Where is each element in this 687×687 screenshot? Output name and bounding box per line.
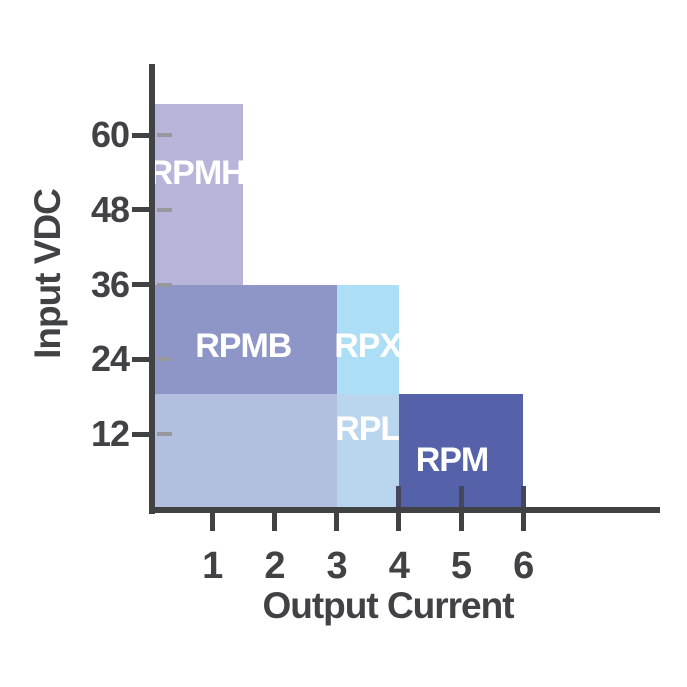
y-tick-inner [157,432,172,437]
x-tick [271,513,277,531]
y-tick-inner [157,207,172,212]
y-tick [132,282,151,288]
region-label: RPX [334,327,402,366]
region-rpmh: RPMH [148,103,246,285]
y-tick-label: 12 [90,413,130,455]
region-label: RPL [335,410,401,449]
x-tick-label: 1 [202,545,223,587]
region-label: RPM [415,441,490,480]
x-tick-label: 2 [264,545,285,587]
x-tick-label: 4 [388,545,410,587]
y-axis-title: Input VDC [27,189,68,359]
y-tick [132,207,151,213]
x-tick-upper [458,486,464,507]
x-axis-line [149,507,660,513]
x-tick [458,513,464,531]
region-label: RPMH [148,154,246,193]
region-rpl: RPL [335,393,401,509]
x-tick [209,513,215,531]
region-rpx: RPX [334,284,402,394]
y-tick-inner [157,282,172,287]
y-axis-line [149,64,155,514]
x-tick-label: 5 [450,545,472,587]
x-tick-upper [520,486,526,507]
y-tick-label: 36 [90,263,130,305]
x-axis-title: Output Current [262,585,514,626]
x-tick [334,513,340,531]
x-tick [520,513,526,531]
x-tick [396,513,402,531]
y-tick [132,431,151,437]
y-tick [132,356,151,362]
y-tick-label: 60 [90,114,130,155]
x-tick-upper [396,486,402,507]
y-tick-inner [157,357,172,362]
y-tick [132,132,151,138]
x-tick-label: 3 [326,545,348,587]
region-rpmb: RPMB [150,284,337,394]
region-label: RPMB [195,327,292,366]
x-tick-label: 6 [513,545,534,587]
region-base [150,393,337,509]
y-tick-label: 24 [90,338,130,380]
y-tick-inner [157,133,172,137]
y-tick-label: 48 [90,188,130,230]
